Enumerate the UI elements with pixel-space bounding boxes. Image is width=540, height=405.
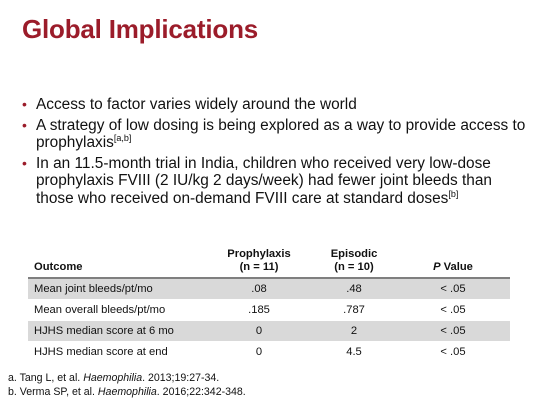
bullet-text: A strategy of low dosing is being explor… <box>36 116 526 152</box>
reference-suffix: . 2016;22:342-348. <box>156 386 246 398</box>
header-outcome: Outcome <box>28 248 206 279</box>
bullet-text: In an 11.5-month trial in India, childre… <box>36 154 492 207</box>
header-prophylaxis-label: Prophylaxis <box>227 248 291 260</box>
cell-p-value: < .05 <box>396 278 510 300</box>
header-episodic: Episodic (n = 10) <box>312 248 396 279</box>
cell-prophylaxis: 0 <box>206 341 312 363</box>
cell-episodic: 4.5 <box>312 341 396 363</box>
references: a. Tang L, et al. Haemophilia. 2013;19:2… <box>8 371 246 399</box>
table-header-row: Outcome Prophylaxis (n = 11) Episodic (n… <box>28 248 510 279</box>
slide-title: Global Implications <box>22 14 259 44</box>
header-prophylaxis-n: (n = 11) <box>239 261 279 273</box>
bullet-item: • In an 11.5-month trial in India, child… <box>22 155 527 208</box>
reference-item: b. Verma SP, et al. Haemophilia. 2016;22… <box>8 385 246 399</box>
bullet-dot-icon: • <box>22 116 27 133</box>
cell-outcome: Mean overall bleeds/pt/mo <box>28 299 206 321</box>
header-p-value: P Value <box>396 248 510 279</box>
table-row: HJHS median score at 6 mo 0 2 < .05 <box>28 320 510 342</box>
bullet-dot-icon: • <box>22 96 27 112</box>
cell-outcome: HJHS median score at 6 mo <box>28 320 206 342</box>
header-p-rest: Value <box>440 261 473 273</box>
cell-episodic: .787 <box>312 299 396 321</box>
cell-episodic: 2 <box>312 320 396 342</box>
cell-prophylaxis: .185 <box>206 299 312 321</box>
cell-prophylaxis: .08 <box>206 278 312 300</box>
reference-prefix: b. Verma SP, et al. <box>8 386 98 398</box>
bullet-item: • A strategy of low dosing is being expl… <box>22 117 527 152</box>
citation-marker: [a,b] <box>113 133 132 143</box>
outcomes-table: Outcome Prophylaxis (n = 11) Episodic (n… <box>28 248 510 363</box>
reference-journal: Haemophilia <box>97 386 157 398</box>
reference-item: a. Tang L, et al. Haemophilia. 2013;19:2… <box>8 371 246 385</box>
cell-prophylaxis: 0 <box>206 320 312 342</box>
reference-prefix: a. Tang L, et al. <box>8 372 84 384</box>
header-episodic-label: Episodic <box>330 248 378 260</box>
cell-p-value: < .05 <box>396 299 510 321</box>
bullet-text: Access to factor varies widely around th… <box>36 96 357 113</box>
cell-p-value: < .05 <box>396 341 510 363</box>
reference-journal: Haemophilia <box>83 372 143 384</box>
table-row: Mean joint bleeds/pt/mo .08 .48 < .05 <box>28 278 510 300</box>
bullet-dot-icon: • <box>22 154 27 171</box>
bullet-item: • Access to factor varies widely around … <box>22 96 527 114</box>
header-prophylaxis: Prophylaxis (n = 11) <box>206 248 312 279</box>
header-episodic-n: (n = 10) <box>334 261 374 273</box>
table-row: Mean overall bleeds/pt/mo .185 .787 < .0… <box>28 299 510 321</box>
cell-outcome: Mean joint bleeds/pt/mo <box>28 278 206 300</box>
bullet-list: • Access to factor varies widely around … <box>22 96 527 210</box>
reference-suffix: . 2013;19:27-34. <box>142 372 220 384</box>
cell-episodic: .48 <box>312 278 396 300</box>
header-p-italic: P <box>433 261 441 273</box>
table-row: HJHS median score at end 0 4.5 < .05 <box>28 341 510 363</box>
citation-marker: [b] <box>448 188 459 199</box>
cell-p-value: < .05 <box>396 320 510 342</box>
cell-outcome: HJHS median score at end <box>28 341 206 363</box>
